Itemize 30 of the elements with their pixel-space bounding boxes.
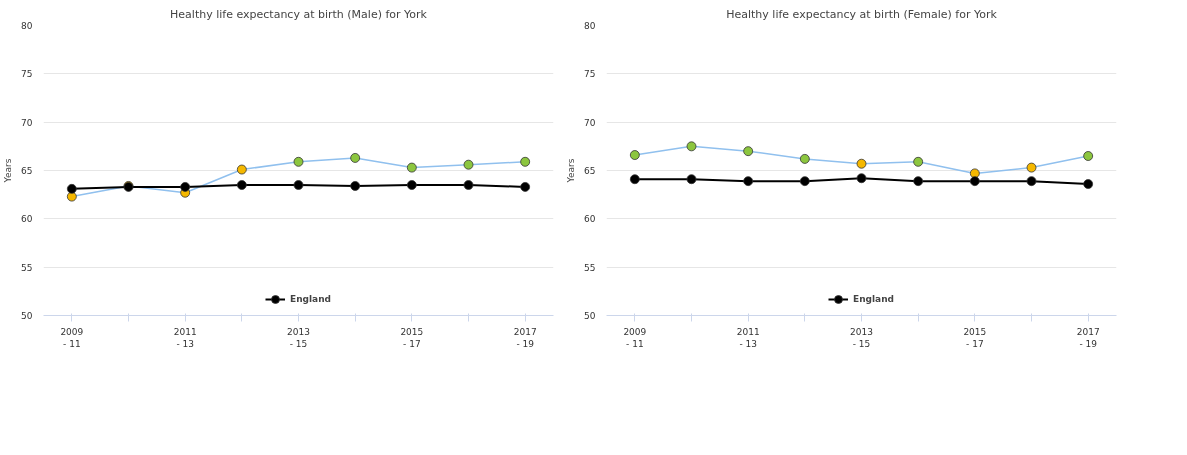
legend-label: England	[852, 294, 895, 304]
y-tick-label: 60	[584, 214, 596, 225]
y-tick-label: 80	[21, 21, 33, 31]
y-tick-label: 80	[584, 21, 596, 31]
y-tick-label: 75	[584, 69, 596, 80]
y-tick-label: 65	[21, 166, 33, 176]
y-tick-label: 55	[584, 262, 596, 273]
x-tick-label: 2017 - 19	[1076, 326, 1100, 349]
chart-title: Healthy life expectancy at birth (Male) for York	[170, 7, 428, 21]
y-tick-label: 70	[21, 117, 33, 128]
x-tick-label: 2009 - 11	[60, 326, 84, 349]
y-tick-label: 75	[21, 69, 33, 80]
x-tick-label: 2017 - 19	[513, 326, 537, 349]
x-tick-label: 2011 - 13	[736, 326, 760, 349]
y-axis-title: Years	[566, 158, 577, 184]
x-tick-label: 2011 - 13	[173, 326, 197, 349]
x-tick-label: 2013 - 15	[287, 326, 310, 349]
chart-title: Healthy life expectancy at birth (Female) for York	[726, 7, 998, 21]
x-tick-label: 2013 - 15	[850, 326, 873, 349]
y-tick-label: 60	[21, 214, 33, 225]
y-tick-label: 55	[21, 262, 33, 273]
y-tick-label: 65	[584, 166, 596, 176]
legend-label: England	[289, 294, 332, 304]
y-tick-label: 50	[21, 311, 33, 321]
y-axis-title: Years	[3, 158, 14, 184]
y-tick-label: 50	[584, 311, 596, 321]
y-tick-label: 70	[584, 117, 596, 128]
x-tick-label: 2015 - 17	[400, 326, 424, 349]
x-tick-label: 2015 - 17	[963, 326, 987, 349]
x-tick-label: 2009 - 11	[623, 326, 647, 349]
